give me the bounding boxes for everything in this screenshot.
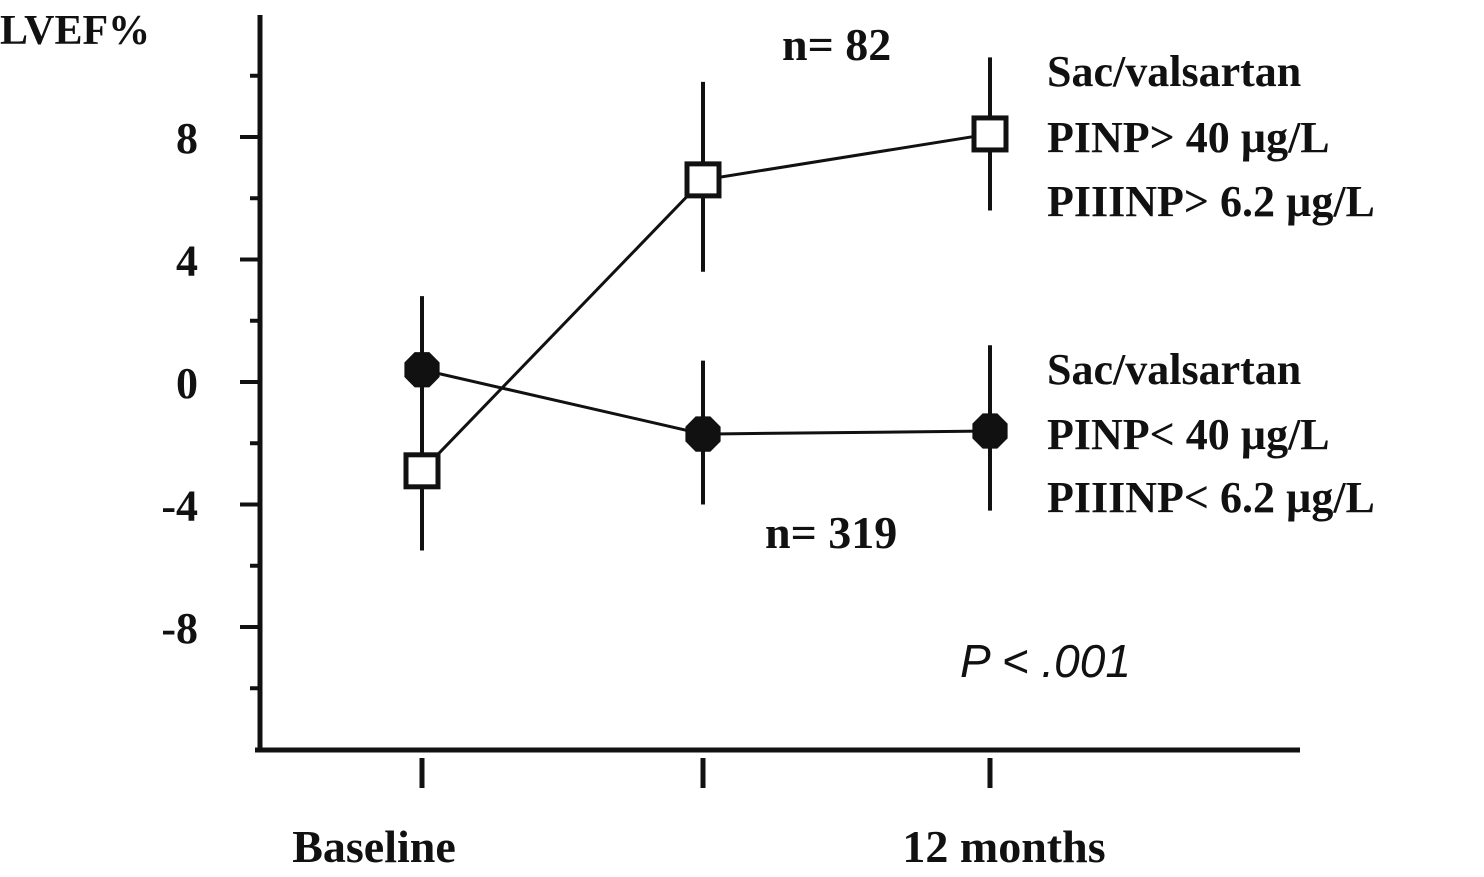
data-point-open-square	[684, 161, 722, 199]
y-tick-label: -8	[161, 604, 198, 653]
data-point-filled-marker	[404, 352, 440, 388]
data-point-filled-marker	[685, 416, 721, 452]
legend-low-line-1: Sac/valsartan	[1047, 345, 1301, 394]
legend-low-line-2: PINP< 40 µg/L	[1047, 410, 1330, 459]
y-axis-label: LVEF%	[0, 8, 150, 54]
x-tick-label: 12 months	[902, 821, 1105, 872]
count-label-low-group: n= 319	[765, 507, 897, 558]
y-ticks: -8 -4 0 4 8	[161, 73, 260, 691]
count-label-high-group: n= 82	[782, 19, 891, 70]
legend-high-line-2: PINP> 40 µg/L	[1047, 113, 1330, 162]
y-tick-label: 4	[176, 237, 198, 286]
legend-high-group: Sac/valsartan PINP> 40 µg/L PIIINP> 6.2 …	[1047, 47, 1375, 226]
x-tick-label: Baseline	[292, 821, 456, 872]
data-point-filled-marker	[972, 413, 1008, 449]
x-ticks: Baseline 12 months	[292, 758, 1106, 872]
legend-high-line-3: PIIINP> 6.2 µg/L	[1047, 177, 1375, 226]
legend-low-line-3: PIIINP< 6.2 µg/L	[1047, 473, 1375, 522]
legend-low-group: Sac/valsartan PINP< 40 µg/L PIIINP< 6.2 …	[1047, 345, 1375, 522]
y-tick-label: -4	[161, 482, 198, 531]
legend-high-line-1: Sac/valsartan	[1047, 47, 1301, 96]
error-bars	[420, 57, 992, 551]
y-tick-label: 8	[176, 114, 198, 163]
p-value-annotation: P < .001	[960, 635, 1131, 687]
y-tick-label: 0	[176, 359, 198, 408]
data-point-open-square	[403, 452, 441, 490]
data-point-open-square	[971, 115, 1009, 153]
series-markers	[403, 115, 1009, 490]
